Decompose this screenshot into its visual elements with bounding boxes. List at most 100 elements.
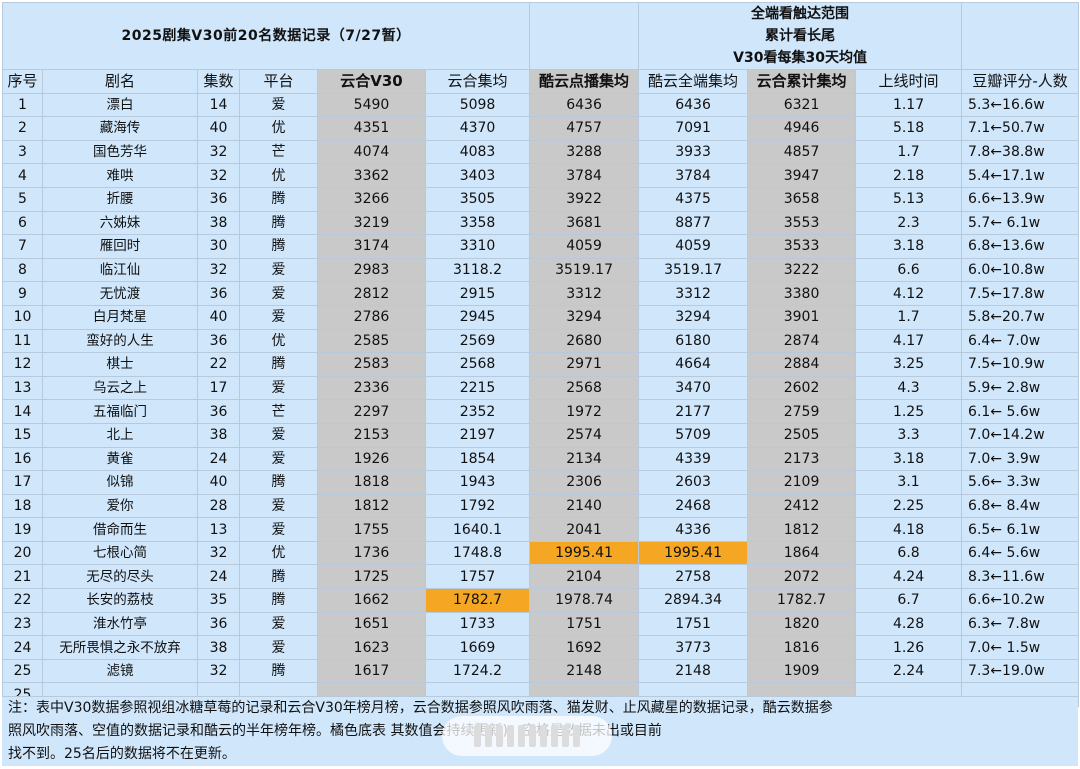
table-cell: 13 — [2, 375, 43, 401]
table-cell: 6.8 — [855, 540, 963, 566]
table-cell: 2041 — [529, 517, 640, 542]
table-cell: 3681 — [529, 210, 640, 236]
table-cell: 3266 — [317, 186, 426, 212]
table-cell: 1651 — [317, 611, 426, 637]
table-cell: 17 — [2, 470, 43, 495]
table-cell: 3222 — [747, 257, 857, 283]
table-cell: 2336 — [317, 375, 426, 401]
title-spacer — [529, 2, 640, 70]
table-cell: 3 — [2, 139, 43, 165]
table-cell: 3773 — [638, 635, 749, 660]
table-cell: 24 — [197, 446, 240, 472]
table-cell: 7.0←14.2w — [961, 422, 1080, 448]
table-cell: 无所畏惧之永不放弃 — [42, 635, 198, 660]
table-cell: 5098 — [424, 92, 531, 118]
table-cell: 6436 — [638, 92, 749, 118]
table-cell: 5.9← 2.8w — [961, 375, 1080, 401]
table-cell: 10 — [2, 304, 43, 330]
table-cell: 1864 — [747, 540, 857, 566]
table-cell: 3294 — [638, 304, 749, 330]
table-cell: 1943 — [424, 470, 531, 495]
table-row: 8 临江仙 32 爱 2983 3118.2 3519.17 3519.17 3222 6.6 6.… — [2, 257, 1080, 283]
table-cell: 国色芳华 — [42, 139, 198, 165]
table-cell: 4.28 — [855, 611, 963, 637]
table-cell: 1816 — [747, 635, 857, 660]
table-cell: 2759 — [747, 399, 857, 424]
table-cell: 24 — [2, 635, 43, 660]
table-cell: 2945 — [424, 304, 531, 330]
table-cell: 2874 — [747, 328, 857, 354]
table-cell: 12 — [2, 352, 43, 377]
table-cell: 7.1←50.7w — [961, 116, 1080, 141]
table-cell: 1725 — [317, 564, 426, 590]
table-cell: 6.1← 5.6w — [961, 399, 1080, 424]
table-cell: 38 — [197, 210, 240, 236]
table-cell: 4857 — [747, 139, 857, 165]
table-cell: 4375 — [638, 186, 749, 212]
table-cell: 7.0← 1.5w — [961, 635, 1080, 660]
table-cell: 5.13 — [855, 186, 963, 212]
table-cell: 1995.41 — [529, 540, 640, 566]
column-header: 上线时间 — [855, 69, 963, 94]
table-cell: 36 — [197, 611, 240, 637]
table-cell: 3.18 — [855, 234, 963, 259]
table-cell: 优 — [239, 116, 318, 141]
table-cell: 38 — [197, 422, 240, 448]
table-cell: 3174 — [317, 234, 426, 259]
table-cell: 16 — [2, 446, 43, 472]
table-cell: 2352 — [424, 399, 531, 424]
table-cell: 腾 — [239, 658, 318, 684]
table-cell: 3358 — [424, 210, 531, 236]
table-cell: 3312 — [529, 281, 640, 306]
table-cell: 36 — [197, 186, 240, 212]
table-cell: 3.1 — [855, 470, 963, 495]
table-cell: 5.18 — [855, 116, 963, 141]
table-cell: 3519.17 — [638, 257, 749, 283]
table-cell: 7091 — [638, 116, 749, 141]
table-cell: 4946 — [747, 116, 857, 141]
table-cell: 3.25 — [855, 352, 963, 377]
table-cell: 2134 — [529, 446, 640, 472]
table-cell: 1926 — [317, 446, 426, 472]
table-cell: 2568 — [424, 352, 531, 377]
table-cell: 2915 — [424, 281, 531, 306]
table-cell: 5.8←20.7w — [961, 304, 1080, 330]
table-cell: 3784 — [638, 163, 749, 188]
table-cell: 3901 — [747, 304, 857, 330]
table-cell: 4351 — [317, 116, 426, 141]
table-cell: 2971 — [529, 352, 640, 377]
table-cell: 4083 — [424, 139, 531, 165]
table-cell: 2468 — [638, 493, 749, 519]
table-cell: 6.6←10.2w — [961, 588, 1080, 613]
table-cell: 1669 — [424, 635, 531, 660]
table-cell: 2153 — [317, 422, 426, 448]
table-cell: 6321 — [747, 92, 857, 118]
table-cell: 2884 — [747, 352, 857, 377]
table-cell: 8.3←11.6w — [961, 564, 1080, 590]
table-cell: 1.26 — [855, 635, 963, 660]
table-cell: 1 — [2, 92, 43, 118]
table-cell: 3553 — [747, 210, 857, 236]
table-cell: 4336 — [638, 517, 749, 542]
column-header: 酷云点播集均 — [529, 69, 640, 94]
table-cell: 2297 — [317, 399, 426, 424]
table-row: 2 藏海传 40 优 4351 4370 4757 7091 4946 5.18 7.1←50.7w — [2, 116, 1080, 141]
table-cell: 2574 — [529, 422, 640, 448]
table-cell: 爱 — [239, 257, 318, 283]
table-row: 21 无尽的尽头 24 腾 1725 1757 2104 2758 2072 4.24 8.3←11… — [2, 564, 1080, 590]
table-cell: 40 — [197, 470, 240, 495]
table-cell: 2569 — [424, 328, 531, 354]
table-cell: 1812 — [747, 517, 857, 542]
table-cell: 3219 — [317, 210, 426, 236]
table-row: 5 折腰 36 腾 3266 3505 3922 4375 3658 5.13 6.6←13.9w — [2, 186, 1080, 212]
table-cell: 28 — [197, 493, 240, 519]
table-row: 15 北上 38 爱 2153 2197 2574 5709 2505 3.3 7.0←14.2w — [2, 422, 1080, 448]
table-cell: 7.8←38.8w — [961, 139, 1080, 165]
table-cell: 1820 — [747, 611, 857, 637]
footnote-line-1: 注：表中V30数据参照视组冰糖草莓的记录和云合V30年榜月榜，云合数据参照风吹雨… — [8, 700, 833, 716]
table-cell: 36 — [197, 399, 240, 424]
watermark-overlay — [442, 716, 612, 756]
table-cell: 腾 — [239, 234, 318, 259]
table-row: 19 借命而生 13 爱 1755 1640.1 2041 4336 1812 4.18 6.5← … — [2, 517, 1080, 542]
table-cell: 6.4← 7.0w — [961, 328, 1080, 354]
